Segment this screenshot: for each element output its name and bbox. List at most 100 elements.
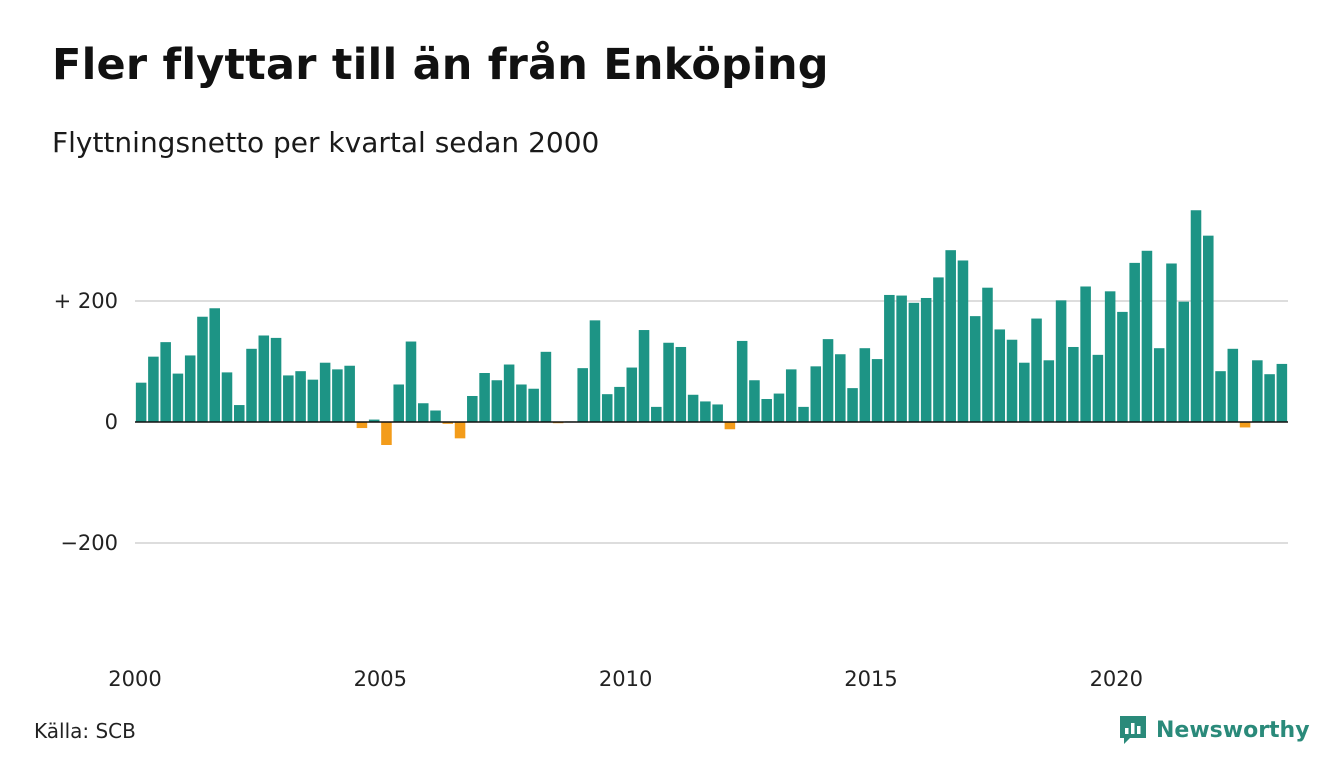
chart-title: Fler flyttar till än från Enköping bbox=[52, 40, 829, 90]
bar bbox=[982, 287, 993, 422]
bar bbox=[479, 373, 490, 422]
bars bbox=[135, 210, 1288, 445]
bar bbox=[442, 422, 454, 424]
bar bbox=[957, 260, 969, 422]
bar bbox=[1264, 374, 1275, 422]
bar bbox=[1276, 363, 1288, 422]
bar bbox=[1031, 318, 1042, 422]
bar bbox=[405, 341, 417, 422]
brand-name: Newsworthy bbox=[1156, 717, 1310, 743]
bar bbox=[491, 380, 503, 422]
bar bbox=[467, 395, 478, 423]
bar bbox=[368, 419, 380, 422]
bar bbox=[307, 379, 319, 422]
bar bbox=[626, 367, 638, 422]
bar bbox=[663, 342, 674, 422]
bar bbox=[712, 404, 723, 422]
bar bbox=[822, 339, 834, 422]
source-note: Källa: SCB bbox=[34, 719, 136, 743]
bar bbox=[1215, 371, 1226, 422]
bar bbox=[381, 422, 392, 445]
bar bbox=[785, 369, 797, 422]
bar bbox=[847, 388, 858, 422]
bar bbox=[319, 362, 331, 422]
bar bbox=[1190, 210, 1202, 422]
bar bbox=[589, 320, 601, 422]
bar bbox=[1166, 263, 1177, 422]
bar bbox=[773, 393, 785, 422]
brand-logo[interactable]: Newsworthy bbox=[1118, 714, 1310, 746]
bar bbox=[160, 342, 171, 422]
bar bbox=[270, 337, 282, 422]
bar bbox=[798, 406, 809, 423]
axes: + 200 0 −200 2000 2005 2010 2015 2020 bbox=[54, 289, 1288, 691]
bar bbox=[1129, 262, 1140, 422]
bar bbox=[209, 308, 220, 422]
bar bbox=[601, 394, 613, 422]
bar bbox=[221, 372, 233, 422]
bar bbox=[1019, 362, 1030, 422]
bar bbox=[1153, 348, 1165, 422]
bar bbox=[675, 346, 687, 422]
bar bbox=[184, 355, 196, 422]
bar bbox=[651, 406, 662, 423]
bar bbox=[859, 348, 871, 422]
bar bbox=[430, 410, 441, 422]
x-tick-label: 2015 bbox=[844, 667, 897, 691]
bar bbox=[1227, 348, 1239, 422]
bar bbox=[1203, 235, 1214, 422]
bar bbox=[356, 422, 368, 429]
bar bbox=[454, 422, 466, 439]
bar bbox=[749, 380, 760, 422]
x-tick-label: 2010 bbox=[599, 667, 652, 691]
bar bbox=[516, 384, 527, 422]
y-tick-label: 0 bbox=[105, 410, 118, 434]
bar bbox=[810, 366, 822, 422]
bar bbox=[1092, 354, 1104, 423]
bar bbox=[393, 384, 404, 422]
bar bbox=[871, 359, 883, 422]
gridlines bbox=[135, 300, 1288, 544]
bar bbox=[540, 351, 552, 422]
y-tick-label: + 200 bbox=[54, 289, 118, 313]
bar bbox=[908, 302, 920, 422]
bar bbox=[687, 394, 699, 422]
x-tick-label: 2005 bbox=[354, 667, 407, 691]
bar bbox=[258, 335, 270, 423]
bar bbox=[283, 375, 294, 423]
bar bbox=[614, 386, 625, 422]
bar bbox=[233, 405, 245, 422]
bar bbox=[172, 373, 184, 422]
bar bbox=[1239, 422, 1251, 428]
bar bbox=[1104, 291, 1116, 422]
bar bbox=[1117, 311, 1128, 422]
bar bbox=[933, 277, 944, 422]
chart-subtitle: Flyttningsnetto per kvartal sedan 2000 bbox=[52, 126, 600, 159]
bar bbox=[577, 368, 588, 422]
bar bbox=[332, 369, 343, 422]
bar bbox=[1055, 300, 1067, 422]
bar bbox=[638, 330, 650, 422]
bar bbox=[1252, 360, 1263, 422]
bar bbox=[994, 329, 1006, 422]
y-tick-label: −200 bbox=[60, 531, 118, 555]
bar bbox=[736, 340, 748, 422]
bar bbox=[896, 295, 907, 422]
bar bbox=[945, 250, 956, 422]
bar bbox=[148, 356, 159, 422]
bar bbox=[724, 422, 736, 430]
bar bbox=[700, 401, 711, 422]
x-tick-label: 2020 bbox=[1090, 667, 1143, 691]
bar bbox=[884, 294, 895, 422]
x-tick-label: 2000 bbox=[108, 667, 161, 691]
bar bbox=[344, 365, 355, 423]
bar bbox=[920, 297, 932, 422]
bar bbox=[1068, 346, 1079, 422]
bar bbox=[1178, 301, 1190, 422]
bar bbox=[528, 388, 539, 422]
bar bbox=[197, 316, 208, 422]
bar bbox=[135, 382, 147, 422]
bar bbox=[1141, 250, 1153, 422]
newsworthy-logo-icon bbox=[1120, 716, 1146, 744]
